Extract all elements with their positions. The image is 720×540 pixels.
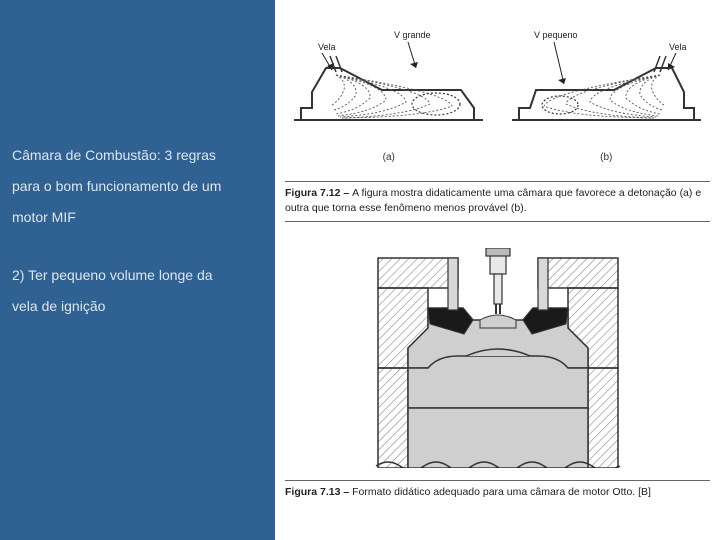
sidebar-line-4: 2) Ter pequeno volume longe da: [12, 260, 263, 291]
piston-chamber-diagram: [368, 248, 628, 468]
caption-7-12: Figura 7.12 – A figura mostra didaticame…: [285, 181, 710, 215]
caption-7-13-text: Formato didático adequado para uma câmar…: [352, 486, 651, 498]
figure-7-13: [285, 248, 710, 468]
sidebar-paragraph-1: Câmara de Combustão: 3 regras para o bom…: [12, 140, 263, 232]
divider-1: [285, 221, 710, 222]
caption-7-13: Figura 7.13 – Formato didático adequado …: [285, 480, 710, 500]
chamber-diagram-b: V pequeno Vela: [504, 20, 709, 150]
label-vela-b: Vela: [669, 42, 687, 52]
sidebar-line-3: motor MIF: [12, 202, 263, 233]
main-content: Vela V grande: [275, 0, 720, 540]
sidebar: Câmara de Combustão: 3 regras para o bom…: [0, 0, 275, 540]
figure-row-top: Vela V grande: [285, 20, 710, 163]
sidebar-paragraph-2: 2) Ter pequeno volume longe da vela de i…: [12, 260, 263, 322]
sidebar-line-1: Câmara de Combustão: 3 regras: [12, 140, 263, 171]
caption-7-13-bold: Figura 7.13 –: [285, 486, 352, 498]
figure-b: V pequeno Vela: [503, 20, 711, 163]
label-vpequeno: V pequeno: [534, 30, 578, 40]
label-vgrande: V grande: [394, 30, 431, 40]
chamber-diagram-a: Vela V grande: [286, 20, 491, 150]
sidebar-gap: [12, 232, 263, 260]
figure-a: Vela V grande: [285, 20, 493, 163]
sidebar-line-5: vela de ignição: [12, 291, 263, 322]
label-vela-a: Vela: [318, 42, 336, 52]
caption-7-12-bold: Figura 7.12 –: [285, 187, 352, 199]
sublabel-b: (b): [600, 152, 612, 163]
sidebar-line-2: para o bom funcionamento de um: [12, 171, 263, 202]
sidebar-top-spacer: [12, 0, 263, 140]
sublabel-a: (a): [383, 152, 395, 163]
